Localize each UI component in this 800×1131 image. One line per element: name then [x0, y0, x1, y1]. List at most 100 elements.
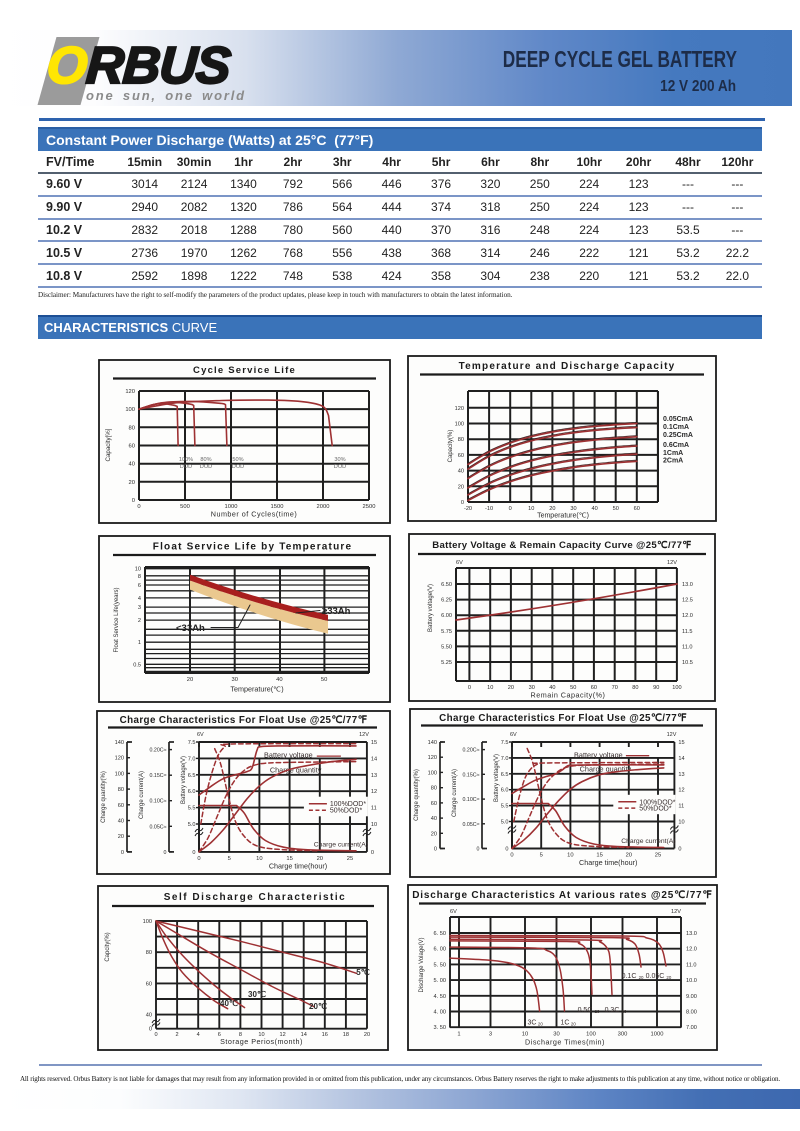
svg-text:0.20C≈: 0.20C≈ [462, 748, 479, 754]
svg-text:6.00: 6.00 [441, 613, 452, 619]
svg-text:50%DOD*: 50%DOD* [330, 808, 363, 815]
svg-text:16: 16 [322, 1032, 328, 1038]
svg-text:Float Service Life(years): Float Service Life(years) [114, 587, 120, 652]
svg-text:1000: 1000 [651, 1032, 664, 1038]
svg-text:300: 300 [618, 1032, 628, 1038]
svg-text:6V: 6V [197, 732, 204, 738]
svg-text:8: 8 [239, 1032, 242, 1038]
svg-text:20: 20 [639, 975, 644, 980]
svg-text:Capacity(%): Capacity(%) [448, 430, 454, 463]
svg-text:Charge quantity: Charge quantity [270, 766, 322, 775]
svg-text:25: 25 [347, 856, 353, 862]
svg-text:0.5: 0.5 [133, 662, 141, 668]
svg-text:100: 100 [428, 770, 437, 776]
svg-text:11.5: 11.5 [682, 629, 692, 635]
svg-text:0.05C≈: 0.05C≈ [149, 824, 166, 830]
svg-text:11.0: 11.0 [682, 644, 692, 650]
svg-text:6: 6 [218, 1032, 221, 1038]
svg-text:0.25CmA: 0.25CmA [663, 432, 693, 439]
svg-text:10: 10 [371, 822, 377, 828]
svg-text:80%: 80% [200, 457, 211, 463]
svg-text:Charge quantity(%): Charge quantity(%) [414, 769, 420, 821]
svg-text:0.5C: 0.5C [578, 1007, 593, 1014]
svg-text:Temperature and Discharge Capa: Temperature and Discharge Capacity [459, 361, 676, 372]
svg-text:7.5: 7.5 [188, 740, 196, 746]
svg-text:60: 60 [458, 453, 464, 459]
svg-text:20: 20 [595, 1009, 600, 1014]
svg-text:Battery voltage: Battery voltage [264, 751, 313, 760]
svg-text:120: 120 [115, 756, 124, 762]
svg-text:18: 18 [343, 1032, 349, 1038]
svg-text:Float Service Life by Temperat: Float Service Life by Temperature [153, 542, 352, 553]
svg-text:100: 100 [455, 422, 464, 428]
svg-text:5: 5 [540, 853, 543, 859]
svg-text:2: 2 [176, 1032, 179, 1038]
svg-text:Temperature(℃): Temperature(℃) [230, 685, 283, 694]
svg-text:9.00: 9.00 [686, 994, 697, 1000]
svg-text:12.5: 12.5 [682, 598, 693, 604]
svg-text:5℃: 5℃ [356, 968, 369, 977]
svg-text:0: 0 [510, 853, 513, 859]
svg-text:40: 40 [591, 506, 597, 512]
svg-text:20: 20 [666, 975, 671, 980]
svg-text:40: 40 [276, 677, 282, 683]
svg-text:6. 50: 6. 50 [434, 931, 446, 937]
svg-text:Capacity[%]: Capacity[%] [105, 428, 112, 461]
svg-text:0.20C≈: 0.20C≈ [149, 748, 166, 754]
svg-text:50%DOD*: 50%DOD* [639, 806, 672, 813]
svg-text:3C: 3C [528, 1020, 537, 1027]
svg-text:15: 15 [596, 853, 602, 859]
svg-text:0: 0 [477, 847, 480, 853]
svg-text:140: 140 [428, 740, 437, 746]
svg-text:20: 20 [129, 480, 135, 486]
svg-text:2500: 2500 [363, 504, 376, 510]
svg-text:14: 14 [678, 756, 684, 762]
svg-text:0: 0 [137, 504, 140, 510]
svg-text:80: 80 [146, 950, 152, 956]
svg-text:0.1C: 0.1C [622, 973, 637, 980]
svg-text:50: 50 [613, 506, 619, 512]
svg-text:14: 14 [371, 756, 377, 762]
svg-text:30℃: 30℃ [248, 990, 266, 999]
svg-text:30: 30 [570, 506, 576, 512]
svg-text:30: 30 [529, 685, 535, 691]
svg-text:0: 0 [434, 847, 437, 853]
svg-text:0: 0 [197, 856, 200, 862]
svg-text:12.0: 12.0 [682, 613, 693, 619]
svg-text:50: 50 [321, 677, 327, 683]
svg-text:5.0: 5.0 [501, 820, 509, 826]
svg-text:Discharge Times(min): Discharge Times(min) [525, 1038, 605, 1047]
svg-text:6.5: 6.5 [188, 773, 196, 779]
svg-text:0: 0 [461, 500, 464, 506]
svg-text:0.1CmA: 0.1CmA [663, 424, 689, 431]
svg-text:12V: 12V [359, 732, 369, 738]
svg-text:6.5: 6.5 [501, 772, 509, 778]
svg-text:0.15C≈: 0.15C≈ [149, 773, 166, 779]
svg-text:Cycle Service Life: Cycle Service Life [193, 365, 296, 376]
svg-text:500: 500 [180, 504, 190, 510]
svg-text:Charge current(A): Charge current(A) [621, 838, 675, 845]
svg-text:100: 100 [125, 407, 135, 413]
svg-text:0.05CmA: 0.05CmA [663, 416, 693, 423]
svg-text:Battery Voltage & Remain Capac: Battery Voltage & Remain Capacity Curve … [432, 540, 692, 551]
svg-text:120: 120 [455, 406, 464, 412]
svg-text:20: 20 [538, 1022, 543, 1027]
svg-text:1C: 1C [561, 1020, 570, 1027]
svg-text:6.25: 6.25 [441, 598, 452, 604]
svg-text:6V: 6V [450, 909, 457, 915]
svg-text:4: 4 [197, 1032, 200, 1038]
svg-text:Temperature(℃): Temperature(℃) [537, 513, 589, 520]
svg-text:30: 30 [231, 677, 237, 683]
svg-text:Charge quantity: Charge quantity [580, 765, 632, 774]
svg-text:10: 10 [258, 1032, 264, 1038]
svg-text:Charge current(A): Charge current(A) [139, 771, 145, 819]
svg-text:20: 20 [626, 853, 632, 859]
svg-text:14: 14 [301, 1032, 307, 1038]
svg-text:12V: 12V [671, 909, 681, 915]
svg-text:Charge Characteristics For Flo: Charge Characteristics For Float Use @25… [120, 715, 368, 726]
svg-text:100%DOD*: 100%DOD* [639, 799, 675, 806]
svg-text:Capcity(%): Capcity(%) [105, 932, 111, 961]
svg-text:0.05C≈: 0.05C≈ [462, 822, 479, 828]
svg-text:1CmA: 1CmA [663, 450, 683, 457]
svg-text:6.0: 6.0 [501, 788, 509, 794]
